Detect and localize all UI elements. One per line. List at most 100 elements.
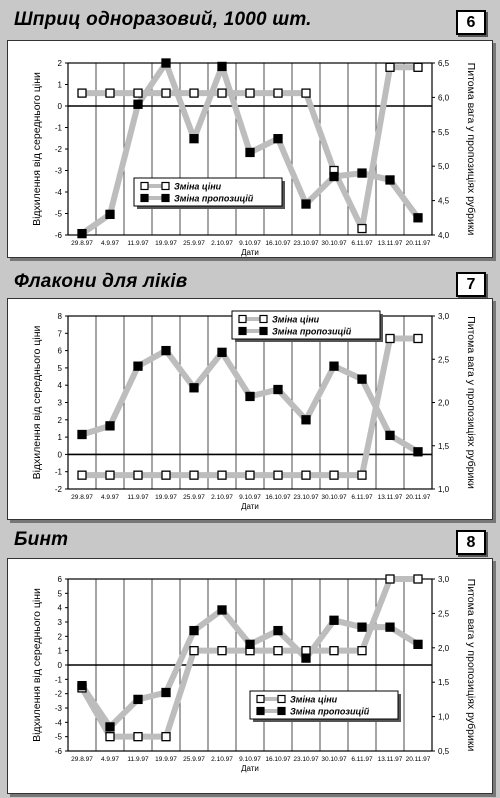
x-tick-label: 25.9.97 bbox=[183, 240, 205, 247]
legend-label: Зміна ціни bbox=[272, 315, 320, 325]
price-change-point bbox=[245, 88, 255, 98]
price-change-point bbox=[301, 470, 311, 480]
y-tick-label: -6 bbox=[55, 747, 63, 756]
chart-title: Флакони для ліків bbox=[14, 271, 188, 292]
y-tick-label: -2 bbox=[55, 690, 63, 699]
chart-number-badge: 8 bbox=[456, 530, 486, 555]
offer-change-point bbox=[105, 421, 115, 431]
offer-change-point bbox=[245, 391, 255, 402]
y2-axis-label: Питома вага у пропозиціях рубрики bbox=[465, 579, 477, 752]
y2-tick-label: 6,5 bbox=[438, 59, 450, 68]
y-tick-label: -2 bbox=[55, 485, 63, 494]
offer-change-point bbox=[217, 605, 227, 615]
offer-change-point bbox=[189, 134, 199, 144]
x-tick-label: 6.11.97 bbox=[351, 494, 373, 501]
offer-change-point bbox=[161, 345, 171, 356]
price-change-point bbox=[413, 333, 423, 344]
y-tick-label: -1 bbox=[55, 675, 63, 684]
y-tick-label: 1 bbox=[58, 81, 63, 90]
offer-change-point bbox=[133, 694, 143, 705]
y-tick-label: 5 bbox=[58, 589, 63, 598]
price-change-point bbox=[105, 732, 115, 742]
y2-tick-label: 2,0 bbox=[438, 644, 450, 653]
y-axis-label: Відхилення від середнього ціни bbox=[31, 325, 43, 479]
legend-marker bbox=[256, 706, 265, 716]
y-tick-label: -4 bbox=[55, 188, 63, 197]
line-chart: 2 1 0 -1 -2 -3 -4 -5 -6 6,5 6,0 5,5 5,0 4,5 4,0 29.8.97… bbox=[31, 58, 477, 257]
offer-change-point bbox=[133, 361, 143, 371]
x-tick-label: 23.10.97 bbox=[293, 240, 319, 247]
legend-marker bbox=[140, 181, 149, 191]
y-tick-label: -2 bbox=[55, 145, 63, 154]
offer-change-point bbox=[161, 58, 171, 68]
x-tick-label: 2.10.97 bbox=[211, 494, 233, 501]
chart-panel: 8 7 6 5 4 3 2 1 0 -1 -2 3,0 2,5 2,0 1,5 1,0 29.8.97 4.9.9… bbox=[7, 298, 493, 520]
price-change-point bbox=[161, 732, 171, 742]
y2-tick-label: 1,5 bbox=[438, 678, 450, 687]
x-tick-label: 11.9.97 bbox=[127, 240, 149, 247]
y2-tick-label: 3,0 bbox=[438, 575, 450, 584]
offer-change-point bbox=[385, 430, 395, 441]
offer-change-point bbox=[189, 625, 199, 636]
x-tick-label: 2.10.97 bbox=[211, 240, 233, 247]
x-tick-label: 30.10.97 bbox=[321, 756, 347, 763]
offer-change-point bbox=[273, 134, 283, 144]
offer-change-point bbox=[217, 61, 227, 72]
x-tick-label: 6.11.97 bbox=[351, 756, 373, 763]
x-tick-label: 13.11.97 bbox=[378, 240, 403, 247]
price-change-point bbox=[273, 646, 283, 656]
x-tick-label: 16.10.97 bbox=[265, 240, 291, 247]
y-tick-label: -3 bbox=[55, 704, 63, 713]
y-tick-label: 2 bbox=[58, 59, 63, 68]
legend-marker bbox=[277, 694, 286, 704]
offer-change-point bbox=[385, 622, 395, 632]
price-change-point bbox=[189, 88, 199, 98]
x-axis-label: Дати bbox=[241, 764, 259, 773]
y2-tick-label: 1,5 bbox=[438, 442, 450, 451]
chart-panel: 2 1 0 -1 -2 -3 -4 -5 -6 6,5 6,0 5,5 5,0 4,5 4,0 29.8.97… bbox=[7, 40, 493, 258]
chart-title-bar: Бинт 8 bbox=[0, 528, 500, 555]
price-change-point bbox=[413, 574, 423, 584]
y2-tick-label: 2,5 bbox=[438, 609, 450, 618]
offer-change-point bbox=[189, 383, 199, 393]
chart-section-7: Флакони для ліків 7 8 7 6 5 4 3 2 1 0 -1 -2 3,0 2,5 2… bbox=[0, 264, 500, 526]
price-change-point bbox=[217, 88, 227, 98]
price-change-point bbox=[189, 470, 199, 480]
y-tick-label: 5 bbox=[58, 364, 63, 373]
y-tick-label: 4 bbox=[58, 604, 63, 613]
y-tick-label: -1 bbox=[55, 124, 63, 133]
price-change-point bbox=[413, 62, 423, 72]
x-tick-label: 9.10.97 bbox=[239, 756, 261, 763]
price-change-point bbox=[301, 88, 311, 98]
offer-change-point bbox=[301, 199, 311, 209]
legend-marker bbox=[259, 314, 268, 324]
x-tick-label: 29.8.97 bbox=[71, 240, 93, 247]
y2-axis-label: Питома вага у пропозиціях рубрики bbox=[465, 316, 477, 489]
legend-label: Зміна ціни bbox=[290, 695, 338, 705]
offer-change-point bbox=[77, 429, 87, 440]
x-tick-label: 9.10.97 bbox=[239, 240, 261, 247]
y-tick-label: 1 bbox=[58, 647, 63, 656]
y-tick-label: -3 bbox=[55, 167, 63, 176]
legend-label: Зміна пропозицій bbox=[174, 194, 254, 204]
x-tick-label: 4.9.97 bbox=[101, 494, 119, 501]
offer-change-point bbox=[105, 722, 115, 732]
y-tick-label: 3 bbox=[58, 399, 63, 408]
price-change-point bbox=[105, 88, 115, 98]
offer-change-point bbox=[301, 415, 311, 425]
legend-marker bbox=[140, 193, 149, 203]
legend-box bbox=[249, 690, 399, 720]
chart-section-6: Шприц одноразовий, 1000 шт. 6 2 1 0 -1 -2 -3 -… bbox=[0, 0, 500, 262]
x-tick-label: 20.11.97 bbox=[406, 240, 431, 247]
y2-tick-label: 4,0 bbox=[438, 231, 450, 240]
price-change-point bbox=[385, 62, 395, 72]
offer-change-point bbox=[301, 653, 311, 663]
chart-title: Шприц одноразовий, 1000 шт. bbox=[14, 9, 312, 30]
y-tick-label: 7 bbox=[58, 329, 63, 338]
offer-change-point bbox=[245, 147, 255, 158]
y-tick-label: 0 bbox=[58, 102, 63, 111]
chart-title-bar: Шприц одноразовий, 1000 шт. 6 bbox=[0, 8, 500, 35]
legend-marker bbox=[256, 694, 265, 704]
x-tick-label: 29.8.97 bbox=[71, 756, 93, 763]
x-tick-label: 25.9.97 bbox=[183, 756, 205, 763]
